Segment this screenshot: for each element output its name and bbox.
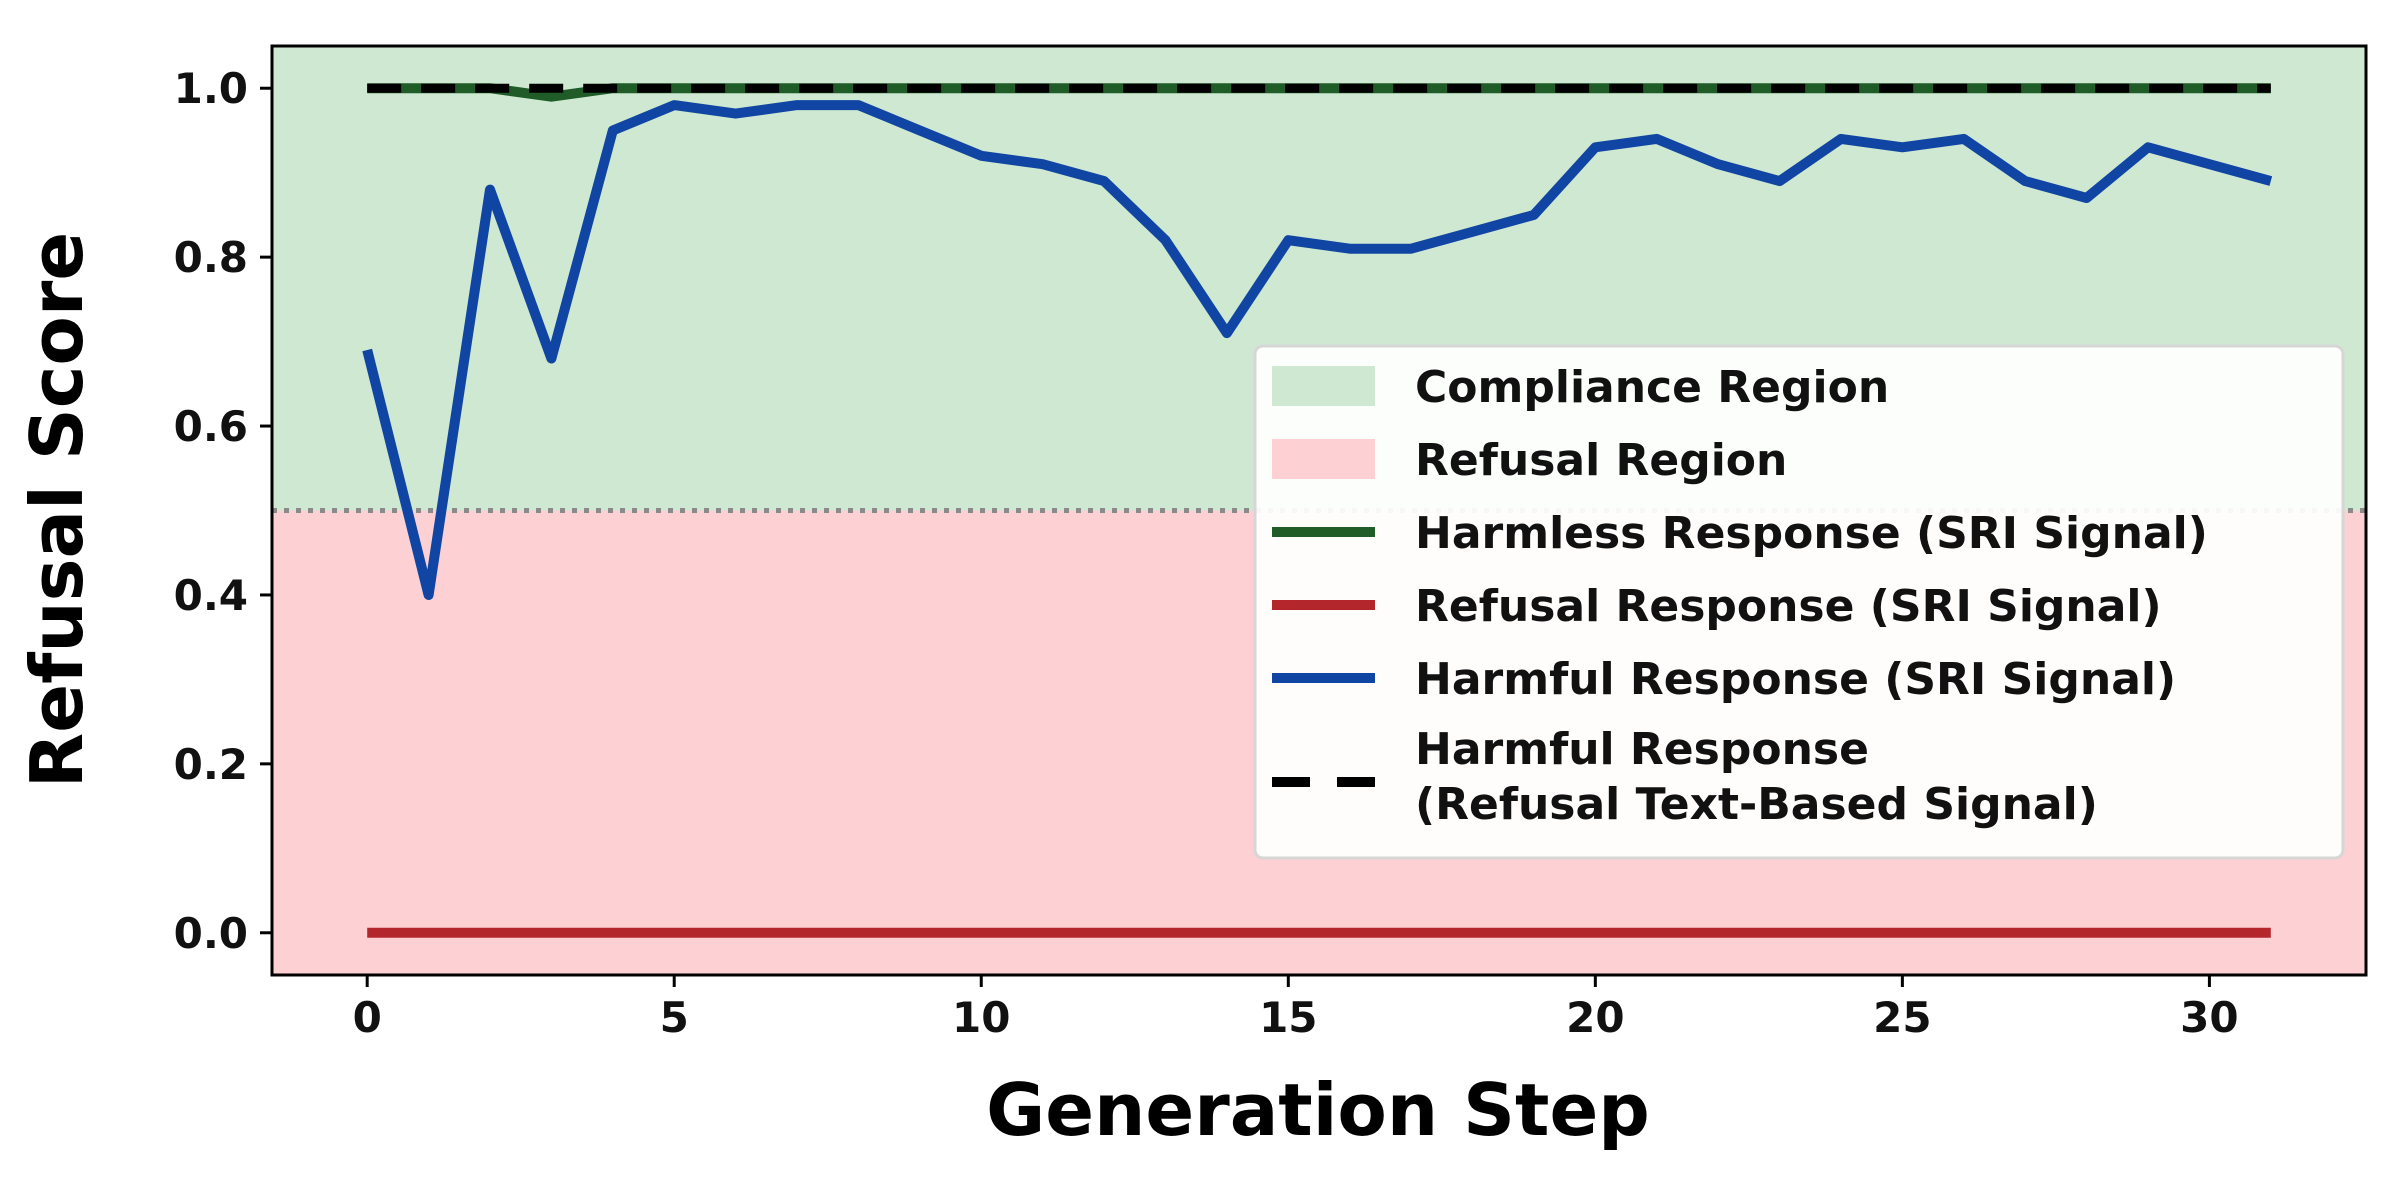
legend-swatch-refusal-region (1272, 439, 1375, 479)
legend-label-refusal-response-sri-signal: Refusal Response (SRI Signal) (1415, 581, 2162, 632)
series-layer (362, 83, 2273, 938)
y-tick-label: 0.8 (174, 233, 248, 282)
y-tick-label: 0.6 (174, 402, 248, 451)
legend-label-harmful-response-refusal-text-based-signal: Harmful Response (Refusal Text-Based Sign… (1415, 724, 2098, 830)
legend-label-harmless-response-sri-signal: Harmless Response (SRI Signal) (1415, 508, 2208, 559)
legend-label-refusal-region: Refusal Region (1415, 435, 1787, 486)
legend-label-compliance-region: Compliance Region (1415, 362, 1889, 413)
x-axis-label: Generation Step (986, 1068, 1650, 1152)
x-tick-label: 10 (952, 993, 1010, 1042)
x-tick-label: 20 (1566, 993, 1624, 1042)
x-tick-label: 5 (660, 993, 689, 1042)
plot-frame (270, 44, 2368, 977)
x-tick-label: 25 (1873, 993, 1931, 1042)
y-tick-label: 0.4 (174, 571, 248, 620)
y-tick-label: 1.0 (174, 64, 248, 113)
y-axis-label: Refusal Score (15, 232, 99, 788)
x-tick-label: 15 (1259, 993, 1317, 1042)
x-tick-label: 0 (353, 993, 382, 1042)
series-line-harmful-response-sri-signal (362, 100, 2273, 600)
x-tick-label: 30 (2180, 993, 2238, 1042)
y-tick-label: 0.2 (174, 740, 248, 789)
legend-label-harmful-response-sri-signal: Harmful Response (SRI Signal) (1415, 654, 2176, 705)
legend: Compliance Region Refusal Region Harmless … (1253, 344, 2345, 860)
axes-layer: 0 5 10 15 20 25 30 0.0 0.2 0.4 0.6 0.8 1.0 (174, 44, 2368, 1042)
y-tick-label: 0.0 (174, 909, 248, 958)
legend-box (1253, 344, 2345, 860)
legend-swatch-compliance-region (1272, 366, 1375, 406)
